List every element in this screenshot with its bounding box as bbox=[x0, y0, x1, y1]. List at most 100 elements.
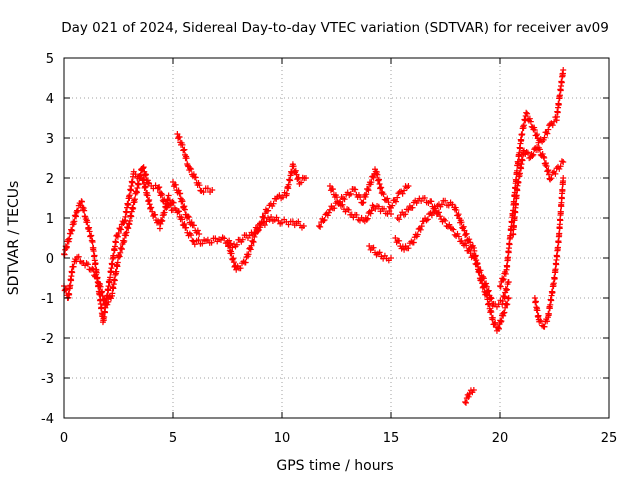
y-tick-label: 0 bbox=[46, 252, 54, 267]
data-point bbox=[63, 243, 70, 250]
data-point bbox=[548, 175, 555, 182]
data-point bbox=[321, 216, 328, 223]
data-point bbox=[123, 229, 130, 236]
data-point bbox=[114, 233, 121, 240]
data-point bbox=[239, 236, 246, 243]
data-point bbox=[549, 169, 556, 176]
data-point bbox=[181, 146, 188, 153]
data-point bbox=[550, 280, 557, 287]
data-point bbox=[293, 171, 300, 178]
data-point bbox=[181, 220, 188, 227]
data-point bbox=[285, 181, 292, 188]
data-point bbox=[161, 209, 168, 216]
y-axis-label: SDTVAR / TECUs bbox=[6, 181, 22, 296]
data-point bbox=[191, 241, 198, 248]
data-point bbox=[554, 253, 561, 260]
y-tick-label: 1 bbox=[46, 212, 54, 227]
data-point bbox=[200, 189, 207, 196]
data-point bbox=[169, 199, 176, 206]
data-point bbox=[341, 196, 348, 203]
data-point bbox=[339, 201, 346, 208]
data-point bbox=[188, 166, 195, 173]
data-point bbox=[504, 263, 511, 270]
data-point bbox=[167, 202, 174, 209]
data-point bbox=[465, 393, 472, 400]
data-point bbox=[101, 314, 108, 321]
x-tick-label: 15 bbox=[383, 431, 400, 446]
data-point bbox=[510, 222, 517, 229]
data-point bbox=[556, 230, 563, 237]
data-point bbox=[290, 163, 297, 170]
data-point bbox=[363, 216, 370, 223]
data-point bbox=[316, 223, 323, 229]
data-point bbox=[185, 214, 192, 221]
data-point bbox=[368, 179, 375, 186]
data-point bbox=[455, 233, 462, 240]
data-point bbox=[345, 206, 352, 213]
data-point bbox=[541, 134, 548, 141]
data-point bbox=[424, 216, 431, 223]
data-point bbox=[126, 217, 133, 224]
data-point bbox=[129, 179, 136, 186]
data-point bbox=[547, 120, 554, 127]
data-point bbox=[449, 225, 456, 232]
data-point bbox=[78, 198, 85, 205]
data-point bbox=[188, 219, 195, 226]
series-1 bbox=[61, 164, 176, 309]
data-point bbox=[295, 218, 302, 225]
data-points bbox=[61, 67, 567, 406]
data-point bbox=[477, 267, 484, 274]
data-point bbox=[503, 286, 510, 293]
data-point bbox=[347, 190, 354, 197]
x-tick-label: 5 bbox=[169, 431, 177, 446]
plot-frame bbox=[63, 57, 610, 419]
data-point bbox=[555, 101, 562, 108]
data-point bbox=[190, 222, 197, 229]
data-point bbox=[480, 275, 487, 282]
data-point bbox=[302, 175, 309, 181]
x-tick-label: 0 bbox=[60, 431, 68, 446]
data-point bbox=[466, 236, 473, 243]
data-point bbox=[396, 216, 403, 223]
x-tick-label: 25 bbox=[601, 431, 618, 446]
data-point bbox=[118, 226, 125, 233]
data-point bbox=[273, 214, 280, 221]
data-point bbox=[368, 207, 375, 214]
data-point bbox=[401, 187, 408, 194]
data-point bbox=[519, 131, 526, 138]
data-point bbox=[209, 187, 216, 193]
data-point bbox=[204, 185, 211, 192]
data-point bbox=[195, 237, 202, 244]
data-point bbox=[118, 246, 125, 253]
y-tick-label: -1 bbox=[41, 292, 54, 307]
data-point bbox=[359, 200, 366, 207]
data-point bbox=[557, 217, 564, 224]
data-point bbox=[66, 235, 73, 242]
data-point bbox=[270, 200, 277, 207]
data-point bbox=[462, 399, 469, 405]
data-point bbox=[544, 130, 551, 137]
series-6 bbox=[326, 183, 394, 225]
x-axis-label: GPS time / hours bbox=[276, 458, 393, 474]
data-point bbox=[364, 215, 371, 222]
gridlines bbox=[64, 58, 609, 418]
data-point bbox=[113, 268, 120, 275]
data-point bbox=[375, 203, 382, 210]
data-point bbox=[300, 223, 307, 229]
data-point bbox=[534, 307, 541, 314]
data-point bbox=[90, 248, 97, 255]
data-point bbox=[470, 387, 477, 393]
data-point bbox=[89, 265, 96, 272]
data-point bbox=[409, 204, 416, 211]
data-point bbox=[505, 295, 512, 301]
data-point bbox=[437, 213, 444, 220]
data-point bbox=[172, 181, 179, 188]
data-point bbox=[161, 196, 168, 203]
data-point bbox=[228, 250, 235, 257]
data-point bbox=[194, 227, 201, 234]
data-point bbox=[142, 184, 149, 191]
data-point bbox=[385, 199, 392, 206]
data-point bbox=[394, 194, 401, 201]
x-tick-label: 10 bbox=[274, 431, 291, 446]
